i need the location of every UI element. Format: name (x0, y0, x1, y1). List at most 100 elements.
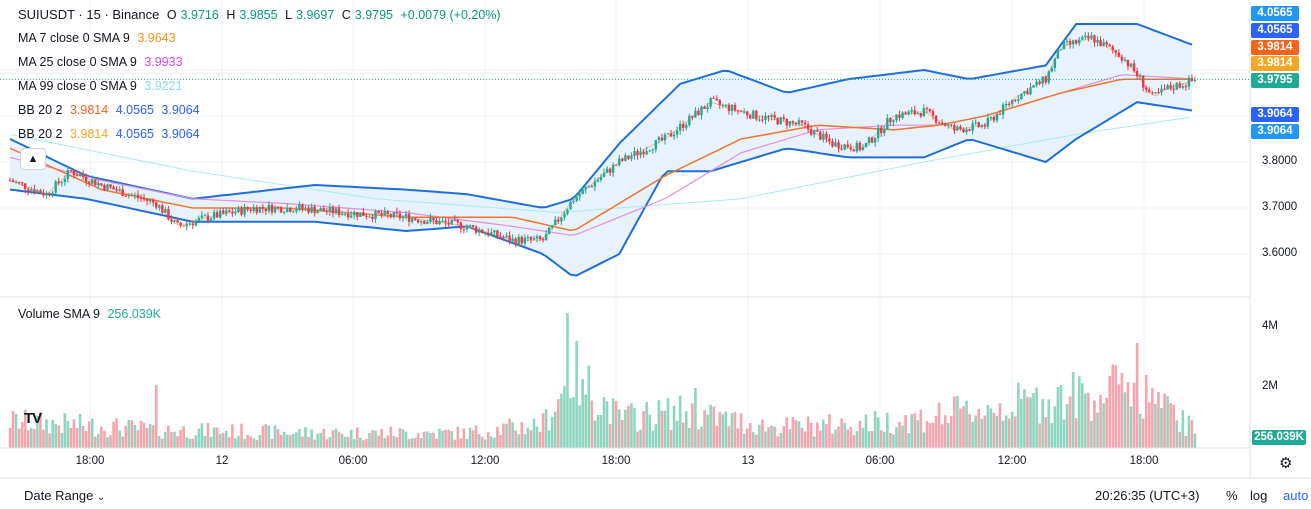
volume-bar (983, 415, 987, 448)
candle-body (490, 232, 493, 236)
volume-bar (298, 429, 301, 448)
candle-body (572, 200, 575, 202)
volume-bar (231, 424, 234, 448)
volume-bar (718, 412, 722, 448)
volume-bar (541, 413, 545, 448)
candle-body (441, 220, 444, 222)
candle-body (368, 216, 371, 218)
candle-body (124, 196, 127, 198)
time-axis-tick: 06:00 (338, 455, 368, 467)
symbol-title[interactable]: SUIUSDT · 15 · Binance (18, 7, 160, 22)
volume-bar (371, 430, 374, 448)
candle-body (928, 108, 932, 112)
volume-bar (453, 439, 457, 448)
volume-bar (688, 427, 691, 448)
indicator-ma99[interactable]: MA 99 close 0 SMA 9 3.9221 (18, 79, 187, 93)
volume-bar (739, 413, 743, 448)
volume-bar (142, 422, 146, 448)
volume-bar (279, 435, 283, 448)
indicator-bb-1[interactable]: BB 20 2 3.9814 4.0565 3.9064 (18, 103, 204, 117)
candle-body (1038, 81, 1041, 84)
volume-bar (292, 433, 295, 448)
candle-body (100, 183, 103, 186)
indicator-value: 4.0565 (115, 127, 154, 141)
candle-body (1065, 40, 1069, 42)
percent-scale-toggle[interactable]: % (1226, 488, 1238, 503)
candle-body (356, 212, 359, 217)
candle-body (72, 170, 76, 176)
candles (8, 31, 1197, 248)
candle-body (584, 187, 587, 190)
volume-bar (157, 435, 161, 448)
volume-bar (627, 405, 630, 448)
candle-body (255, 207, 258, 213)
volume-bar (511, 422, 514, 448)
candle-body (109, 184, 112, 187)
volume-bar (922, 432, 926, 448)
tradingview-logo[interactable]: TV (24, 410, 42, 427)
candle-body (1120, 56, 1124, 61)
gear-icon[interactable]: ⚙ (1279, 455, 1293, 472)
date-range-button[interactable]: Date Range ⌄ (24, 488, 105, 503)
volume-bar (240, 423, 243, 448)
candle-body (535, 236, 539, 239)
indicator-bb-2[interactable]: BB 20 2 3.9814 4.0565 3.9064 (18, 127, 204, 141)
volume-bar (63, 413, 67, 448)
volume-legend[interactable]: Volume SMA 9 256.039K (18, 307, 165, 321)
volume-bar (36, 415, 39, 448)
candle-body (164, 209, 167, 213)
candle-body (883, 129, 886, 134)
candle-body (24, 183, 27, 190)
volume-axis-tick: 4M (1262, 320, 1278, 332)
candle-body (81, 174, 85, 178)
volume-bar (72, 419, 76, 448)
candle-body (657, 137, 661, 141)
volume-bar (39, 412, 42, 448)
indicator-ma25[interactable]: MA 25 close 0 SMA 9 3.9933 (18, 55, 187, 69)
volume-bar (1026, 396, 1029, 448)
volume-bar (895, 426, 898, 448)
candle-body (919, 113, 923, 117)
candle-body (898, 114, 901, 118)
candle-body (940, 122, 944, 124)
candle-body (33, 189, 36, 193)
candle-body (404, 214, 408, 217)
volume-bar (569, 398, 572, 448)
volume-bar (733, 412, 737, 448)
candle-body (1081, 37, 1084, 40)
candle-body (377, 210, 380, 214)
candle-body (1114, 50, 1117, 53)
candle-body (1090, 35, 1093, 39)
auto-scale-toggle[interactable]: auto (1283, 488, 1309, 503)
volume-bar (1053, 406, 1057, 448)
log-scale-toggle[interactable]: log (1250, 488, 1268, 503)
volume-bar (1141, 418, 1145, 448)
candle-body (700, 106, 703, 116)
candle-body (480, 229, 484, 233)
candle-body (831, 141, 834, 147)
candle-body (188, 223, 191, 225)
collapse-legend-button[interactable]: ▲ (20, 148, 46, 170)
candle-body (1023, 91, 1026, 94)
candle-body (916, 113, 919, 115)
volume-bar (218, 433, 222, 448)
candle-body (547, 227, 551, 234)
volume-bar (794, 420, 798, 448)
candle-body (264, 208, 268, 212)
indicator-ma7[interactable]: MA 7 close 0 SMA 9 3.9643 (18, 31, 180, 45)
volume-bar (892, 434, 895, 448)
volume-bar (904, 415, 907, 448)
volume-bar (413, 438, 417, 448)
candle-body (471, 225, 475, 227)
volume-bar (858, 420, 862, 448)
clock-display[interactable]: 20:26:35 (UTC+3) (1095, 488, 1200, 503)
candle-body (279, 207, 283, 213)
candle-body (706, 106, 709, 109)
volume-bar (715, 425, 719, 448)
candle-body (151, 199, 155, 203)
candle-body (880, 127, 883, 134)
candle-body (75, 175, 79, 177)
volume-bar (834, 429, 837, 448)
candle-body (1093, 35, 1096, 43)
